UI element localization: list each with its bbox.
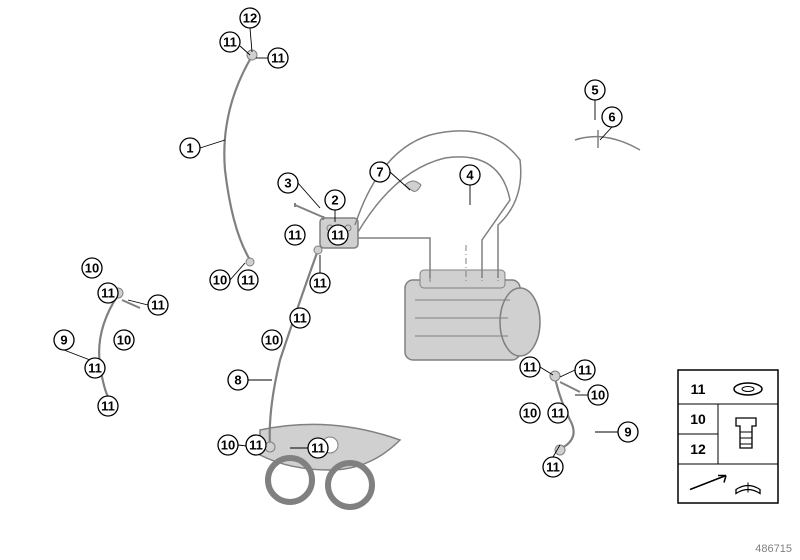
callout-10: 10 <box>588 385 608 405</box>
brake-hose-1 <box>224 56 252 260</box>
callout-label: 10 <box>117 333 131 348</box>
callout-11: 11 <box>548 403 568 423</box>
callout-6: 6 <box>602 107 622 127</box>
callout-12: 12 <box>240 8 260 28</box>
callout-11: 11 <box>246 435 266 455</box>
callout-label: 11 <box>151 298 165 313</box>
callout-10: 10 <box>114 330 134 350</box>
callout-label: 11 <box>288 228 302 243</box>
callout-label: 11 <box>101 399 115 414</box>
callout-11: 11 <box>85 358 105 378</box>
callout-label: 10 <box>85 261 99 276</box>
callout-label: 10 <box>213 273 227 288</box>
callout-4: 4 <box>460 165 480 185</box>
legend-box: 11 10 12 <box>678 370 778 503</box>
callout-label: 6 <box>608 110 615 125</box>
callout-label: 9 <box>60 333 67 348</box>
callout-11: 11 <box>328 225 348 245</box>
brake-hose-9-left <box>99 295 118 400</box>
callout-3: 3 <box>278 173 298 193</box>
callout-label: 11 <box>101 286 115 301</box>
callout-11: 11 <box>520 357 540 377</box>
callout-9: 9 <box>618 422 638 442</box>
callout-10: 10 <box>82 258 102 278</box>
callout-label: 11 <box>241 273 255 288</box>
callout-9: 9 <box>54 330 74 350</box>
abs-module <box>405 270 540 360</box>
callout-label: 7 <box>376 165 383 180</box>
callout-label: 11 <box>551 406 565 421</box>
triple-clamp <box>260 424 400 507</box>
callout-label: 11 <box>523 360 537 375</box>
callout-10: 10 <box>218 435 238 455</box>
callout-11: 11 <box>310 273 330 293</box>
callout-label: 12 <box>243 11 257 26</box>
callout-label: 4 <box>466 168 474 183</box>
callout-10: 10 <box>210 270 230 290</box>
callout-11: 11 <box>543 457 563 477</box>
pipe-short <box>358 238 430 278</box>
svg-text:10: 10 <box>690 411 706 427</box>
callout-11: 11 <box>285 225 305 245</box>
callout-5: 5 <box>585 80 605 100</box>
svg-text:11: 11 <box>691 381 706 397</box>
diagram-part-id: 486715 <box>755 543 792 555</box>
callout-label: 11 <box>578 363 592 378</box>
callout-11: 11 <box>148 295 168 315</box>
callout-1: 1 <box>180 138 200 158</box>
svg-text:12: 12 <box>690 441 706 457</box>
callout-11: 11 <box>98 283 118 303</box>
callout-label: 1 <box>186 141 193 156</box>
cable-tie <box>575 130 640 150</box>
callout-label: 11 <box>331 228 345 243</box>
callout-label: 11 <box>313 276 327 291</box>
callout-label: 11 <box>546 460 560 475</box>
callout-label: 10 <box>591 388 605 403</box>
callout-label: 10 <box>221 438 235 453</box>
callout-7: 7 <box>370 162 390 182</box>
callout-label: 11 <box>249 438 263 453</box>
callout-11: 11 <box>98 396 118 416</box>
callout-11: 11 <box>268 48 288 68</box>
callout-label: 2 <box>331 193 338 208</box>
callout-10: 10 <box>262 330 282 350</box>
callout-2: 2 <box>325 190 345 210</box>
callout-label: 9 <box>624 425 631 440</box>
screw-3 <box>295 203 325 220</box>
callout-11: 11 <box>575 360 595 380</box>
pipe-upper-1 <box>355 131 521 278</box>
callout-11: 11 <box>220 32 240 52</box>
callout-label: 5 <box>591 83 598 98</box>
clip-7 <box>405 181 421 191</box>
callout-label: 3 <box>284 176 291 191</box>
callout-label: 11 <box>223 35 237 50</box>
callout-8: 8 <box>228 370 248 390</box>
callout-label: 11 <box>271 51 285 66</box>
callout-10: 10 <box>520 403 540 423</box>
callout-11: 11 <box>238 270 258 290</box>
callout-11: 11 <box>308 438 328 458</box>
callout-label: 10 <box>523 406 537 421</box>
callout-label: 11 <box>293 311 307 326</box>
callout-label: 8 <box>234 373 241 388</box>
callout-label: 10 <box>265 333 279 348</box>
callout-11: 11 <box>290 308 310 328</box>
callout-label: 11 <box>311 441 325 456</box>
callout-label: 11 <box>88 361 102 376</box>
